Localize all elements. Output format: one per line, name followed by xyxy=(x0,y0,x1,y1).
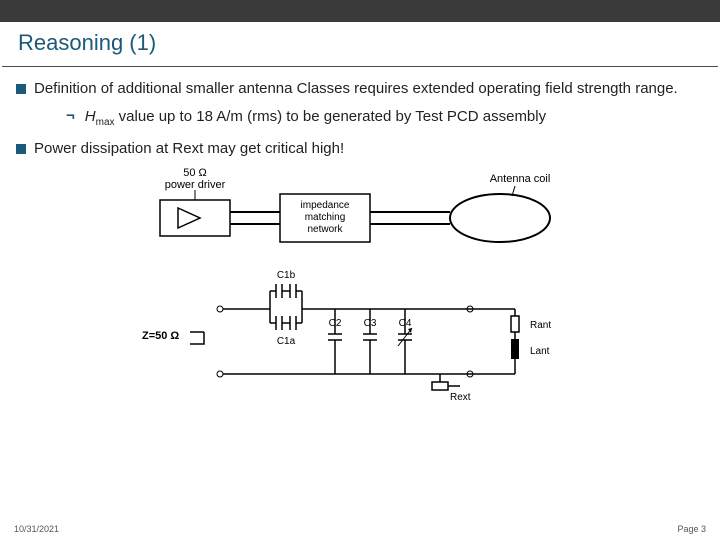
rant-label: Rant xyxy=(530,320,551,331)
square-bullet-icon xyxy=(16,84,26,94)
sub-bullet-1-text: Hmax value up to 18 A/m (rms) to be gene… xyxy=(85,107,546,129)
match-bot: network xyxy=(307,224,343,235)
bullet-2-text: Power dissipation at Rext may get critic… xyxy=(34,139,344,159)
circuit-svg: 50 Ω power driver impedance matching net… xyxy=(120,164,600,404)
antenna-label: Antenna coil xyxy=(490,173,551,185)
title-underline xyxy=(2,66,718,67)
sub-rest: value up to 18 A/m (rms) to be generated… xyxy=(115,108,547,125)
c1b-cap xyxy=(270,284,302,309)
sub-bullet-1: ¬ Hmax value up to 18 A/m (rms) to be ge… xyxy=(66,107,704,129)
slide-title: Reasoning (1) xyxy=(0,22,720,66)
c3-label: C3 xyxy=(364,318,377,329)
lant-label: Lant xyxy=(530,346,550,357)
match-mid: matching xyxy=(305,212,346,223)
c1a-label: C1a xyxy=(277,336,296,347)
driver-label-bottom: power driver xyxy=(165,179,226,191)
bullet-2: Power dissipation at Rext may get critic… xyxy=(16,139,704,159)
c2-label: C2 xyxy=(329,318,342,329)
driver-label-top: 50 Ω xyxy=(183,167,207,179)
footer-date: 10/31/2021 xyxy=(14,524,59,534)
hmax-sub: max xyxy=(96,117,115,128)
bullet-1-text: Definition of additional smaller antenna… xyxy=(34,79,678,99)
neg-bullet-icon: ¬ xyxy=(66,107,75,124)
top-bar xyxy=(0,0,720,22)
c1b-label: C1b xyxy=(277,270,296,281)
c4-label: C4 xyxy=(399,318,412,329)
z-label: Z=50 Ω xyxy=(142,330,179,342)
bullet-1: Definition of additional smaller antenna… xyxy=(16,79,704,99)
content-area: Definition of additional smaller antenna… xyxy=(0,79,720,409)
rext-label: Rext xyxy=(450,392,471,403)
footer: 10/31/2021 Page 3 xyxy=(0,524,720,534)
square-bullet-icon xyxy=(16,144,26,154)
c1a-cap xyxy=(270,309,302,330)
hmax-h: H xyxy=(85,108,96,125)
footer-page: Page 3 xyxy=(677,524,706,534)
match-top: impedance xyxy=(301,200,350,211)
circuit-diagram: 50 Ω power driver impedance matching net… xyxy=(16,164,704,409)
